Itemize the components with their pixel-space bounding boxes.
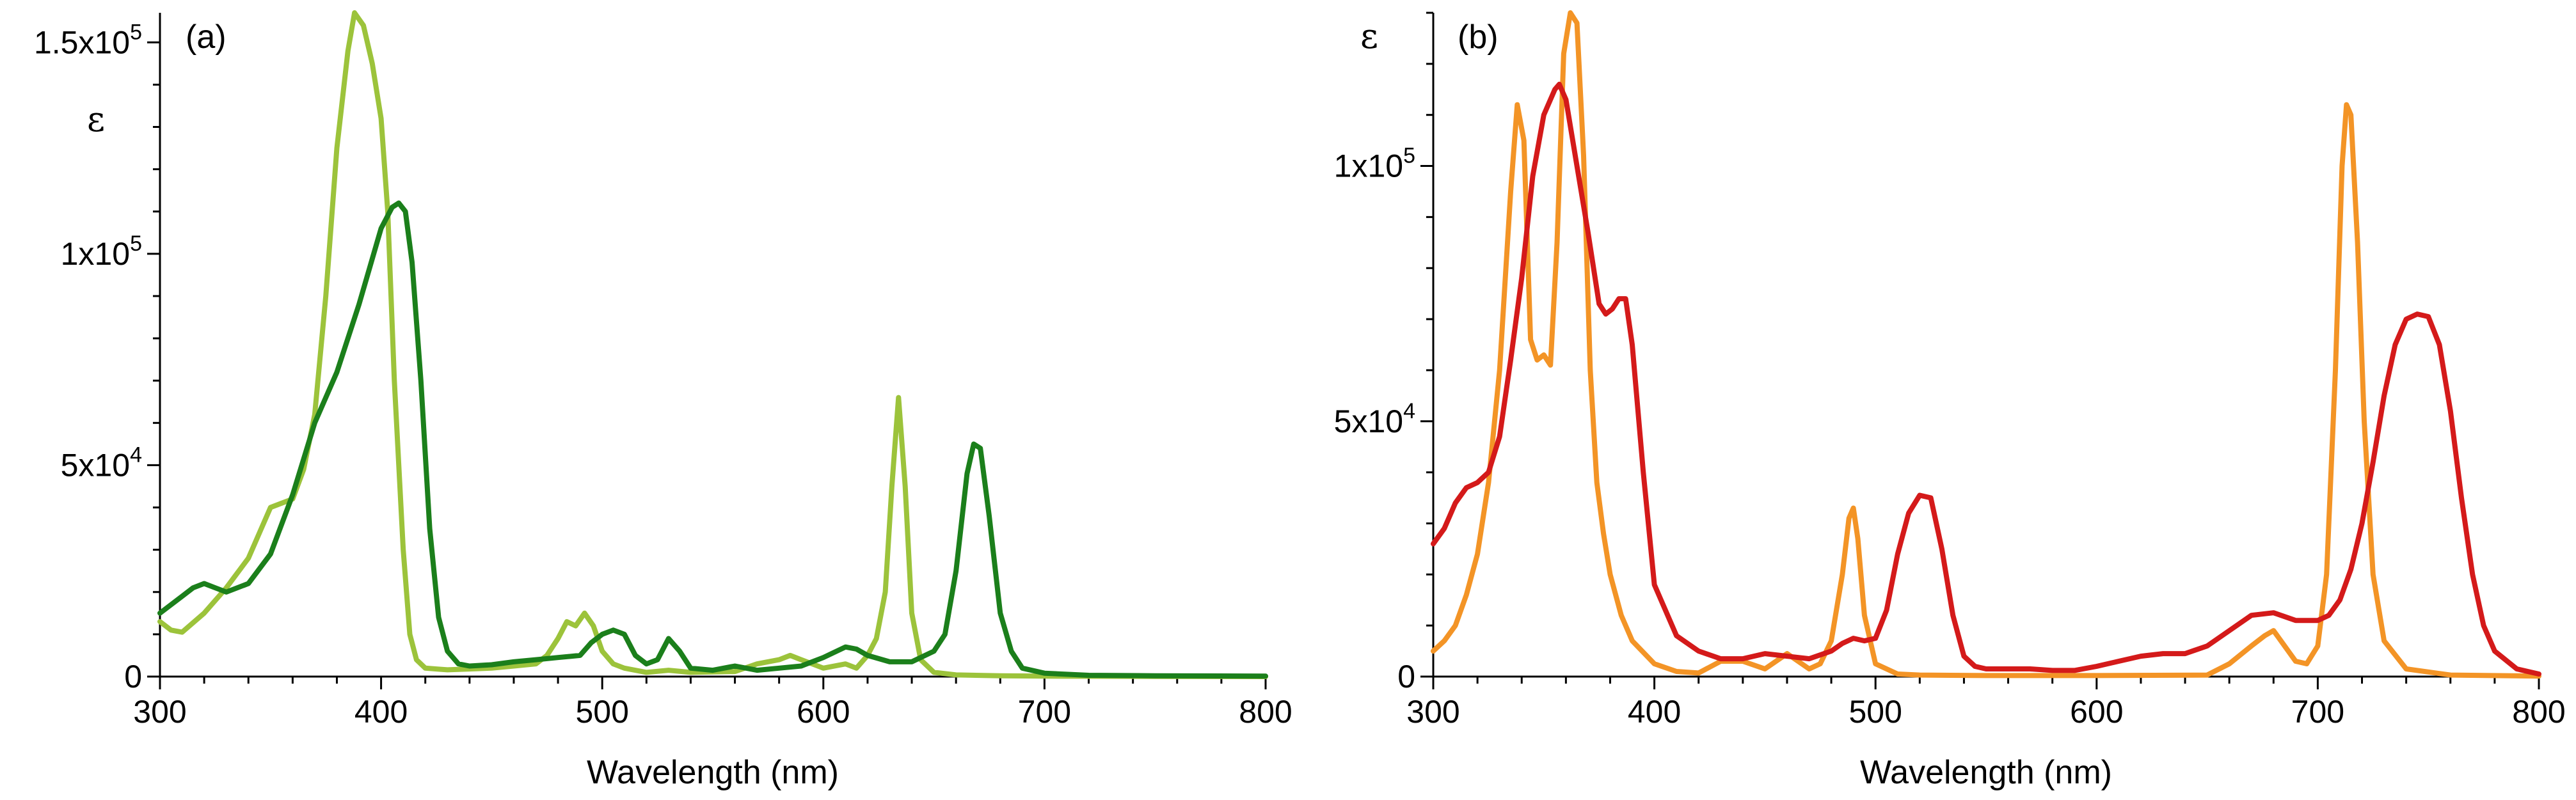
y-axis-title: ε (1360, 16, 1378, 56)
x-axis-title: Wavelength (nm) (587, 754, 839, 791)
x-tick-label: 600 (2070, 694, 2123, 730)
x-axis-title: Wavelength (nm) (1860, 754, 2112, 791)
panel-b-chart: 300 400 500 600 700 800 0 5x104 1x105 Wavelength … (1334, 10, 2566, 791)
y-tick-label: 0 (124, 659, 142, 694)
x-tick-label: 800 (2512, 694, 2565, 730)
x-tick-label: 500 (575, 694, 628, 730)
x-tick-label: 700 (1018, 694, 1071, 730)
y-tick-label: 5x104 (1334, 399, 1415, 439)
y-axis-title: ε (87, 99, 105, 139)
x-tick-label: 500 (1849, 694, 1902, 730)
x-tick-label: 700 (2291, 694, 2344, 730)
x-tick-label: 400 (1628, 694, 1681, 730)
panel-label: (b) (1458, 19, 1499, 56)
x-tick-label: 300 (1406, 694, 1459, 730)
series-line-red (1431, 81, 2541, 677)
series-line-dark-green (157, 200, 1268, 679)
y-tick-label: 1x105 (1334, 144, 1415, 184)
y-tick-label: 1x105 (61, 231, 142, 272)
x-tick-label: 800 (1239, 694, 1292, 730)
y-tick-label: 1.5x105 (34, 20, 142, 60)
y-tick-label: 5x104 (61, 443, 142, 483)
x-tick-label: 400 (354, 694, 408, 730)
y-tick-label: 0 (1397, 659, 1415, 694)
panel-a-chart: 300 400 500 600 700 800 0 5x104 1x105 1.5x105 Wave… (34, 10, 1292, 791)
series-line-orange (1431, 10, 2541, 679)
panel-label: (a) (186, 19, 227, 56)
x-tick-label: 300 (133, 694, 186, 730)
x-tick-label: 600 (797, 694, 850, 730)
